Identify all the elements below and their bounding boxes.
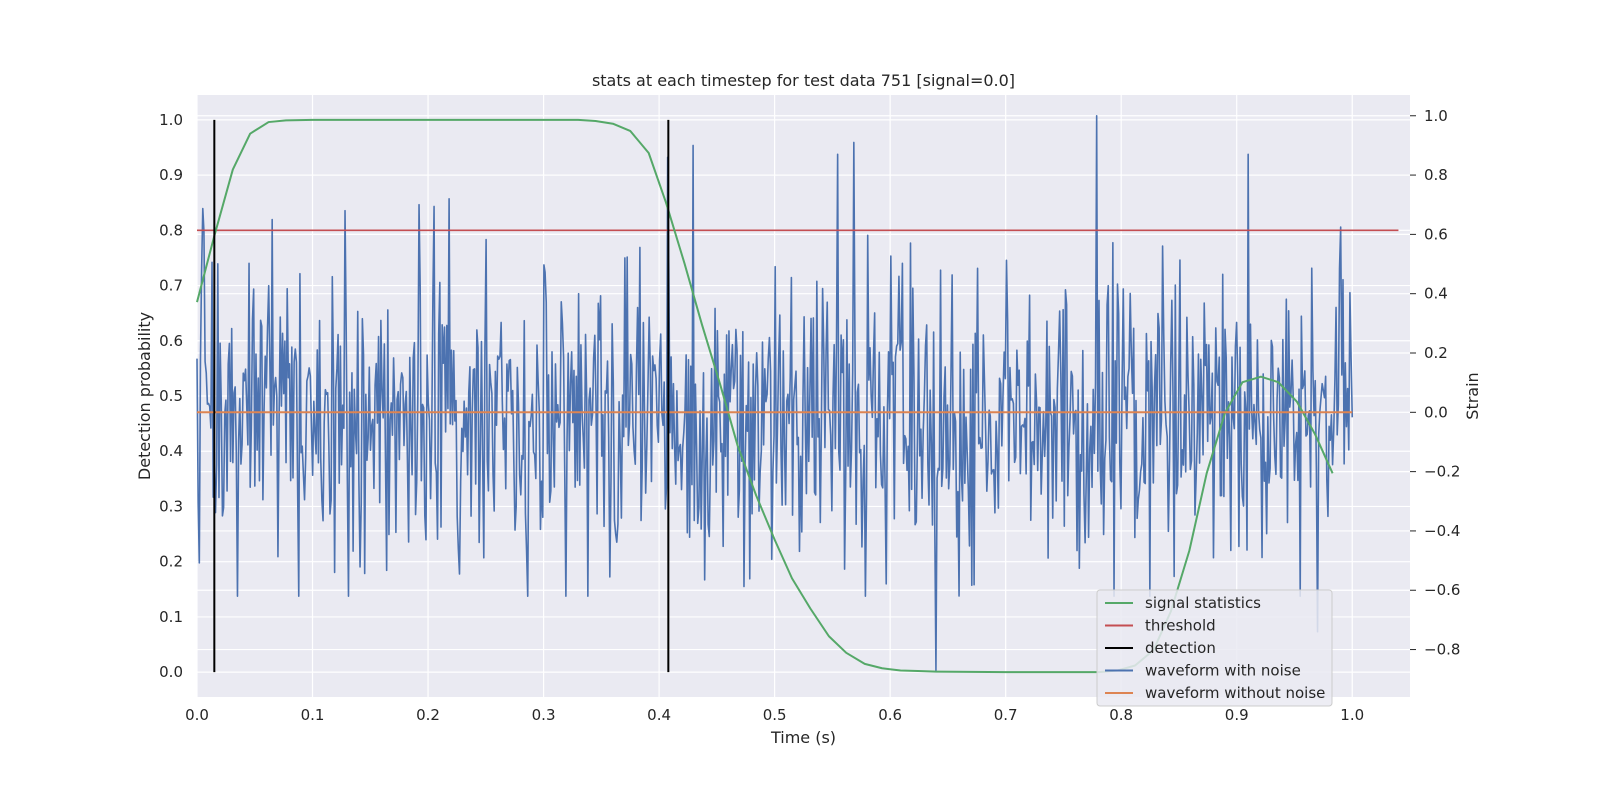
y2-tick-label: 0.4 [1424, 285, 1448, 303]
y-tick-label: 1.0 [159, 111, 183, 129]
x-tick-label: 0.5 [763, 706, 787, 724]
legend-label: waveform without noise [1145, 684, 1325, 702]
y2-tick-label: 0.2 [1424, 344, 1448, 362]
y-tick-label: 0.8 [159, 221, 183, 239]
y2-tick-label: −0.8 [1424, 641, 1460, 659]
x-tick-label: 0.2 [416, 706, 440, 724]
legend-label: waveform with noise [1145, 662, 1301, 680]
x-tick-label: 0.0 [185, 706, 209, 724]
series-layer [196, 114, 1399, 674]
y-tick-label: 0.9 [159, 166, 183, 184]
y2-axis-label: Strain [1463, 372, 1482, 419]
y-tick-label: 0.5 [159, 387, 183, 405]
y-tick-label: 0.1 [159, 608, 183, 626]
y2-tick-label: −0.4 [1424, 522, 1460, 540]
y-tick-label: 0.3 [159, 497, 183, 515]
chart-title: stats at each timestep for test data 751… [592, 71, 1015, 90]
y-tick-label: 0.7 [159, 277, 183, 295]
y2-tick-label: 0.8 [1424, 166, 1448, 184]
y2-tick-label: 0.0 [1424, 403, 1448, 421]
x-tick-label: 1.0 [1340, 706, 1364, 724]
waveform-with-noise-line [196, 114, 1354, 672]
legend-label: threshold [1145, 617, 1216, 635]
y-axis-label: Detection probability [135, 312, 154, 480]
y2-tick-label: −0.6 [1424, 581, 1460, 599]
axes-layer: 0.0 0.1 0.2 0.3 0.4 0.5 0.6 0.7 0.8 0.9 1.0 0.0 0.1 0… [159, 107, 1460, 724]
x-tick-label: 0.7 [994, 706, 1018, 724]
x-axis-label: Time (s) [770, 728, 836, 747]
x-tick-label: 0.6 [878, 706, 902, 724]
x-tick-label: 0.4 [647, 706, 671, 724]
x-tick-label: 0.8 [1109, 706, 1133, 724]
x-tick-label: 0.3 [532, 706, 556, 724]
y-tick-label: 0.4 [159, 442, 183, 460]
y-tick-label: 0.6 [159, 332, 183, 350]
legend: signal statistics threshold detection wavef… [1096, 589, 1333, 707]
y2-tick-label: 1.0 [1424, 107, 1448, 125]
y2-tick-label: 0.6 [1424, 225, 1448, 243]
y-tick-label: 0.2 [159, 553, 183, 571]
x-tick-label: 0.9 [1225, 706, 1249, 724]
legend-box [1096, 589, 1333, 707]
y2-tick-label: −0.2 [1424, 463, 1460, 481]
legend-label: signal statistics [1145, 594, 1261, 612]
legend-label: detection [1145, 639, 1216, 657]
x-tick-label: 0.1 [301, 706, 325, 724]
signal-statistics-line [196, 118, 1334, 674]
y-tick-label: 0.0 [159, 663, 183, 681]
